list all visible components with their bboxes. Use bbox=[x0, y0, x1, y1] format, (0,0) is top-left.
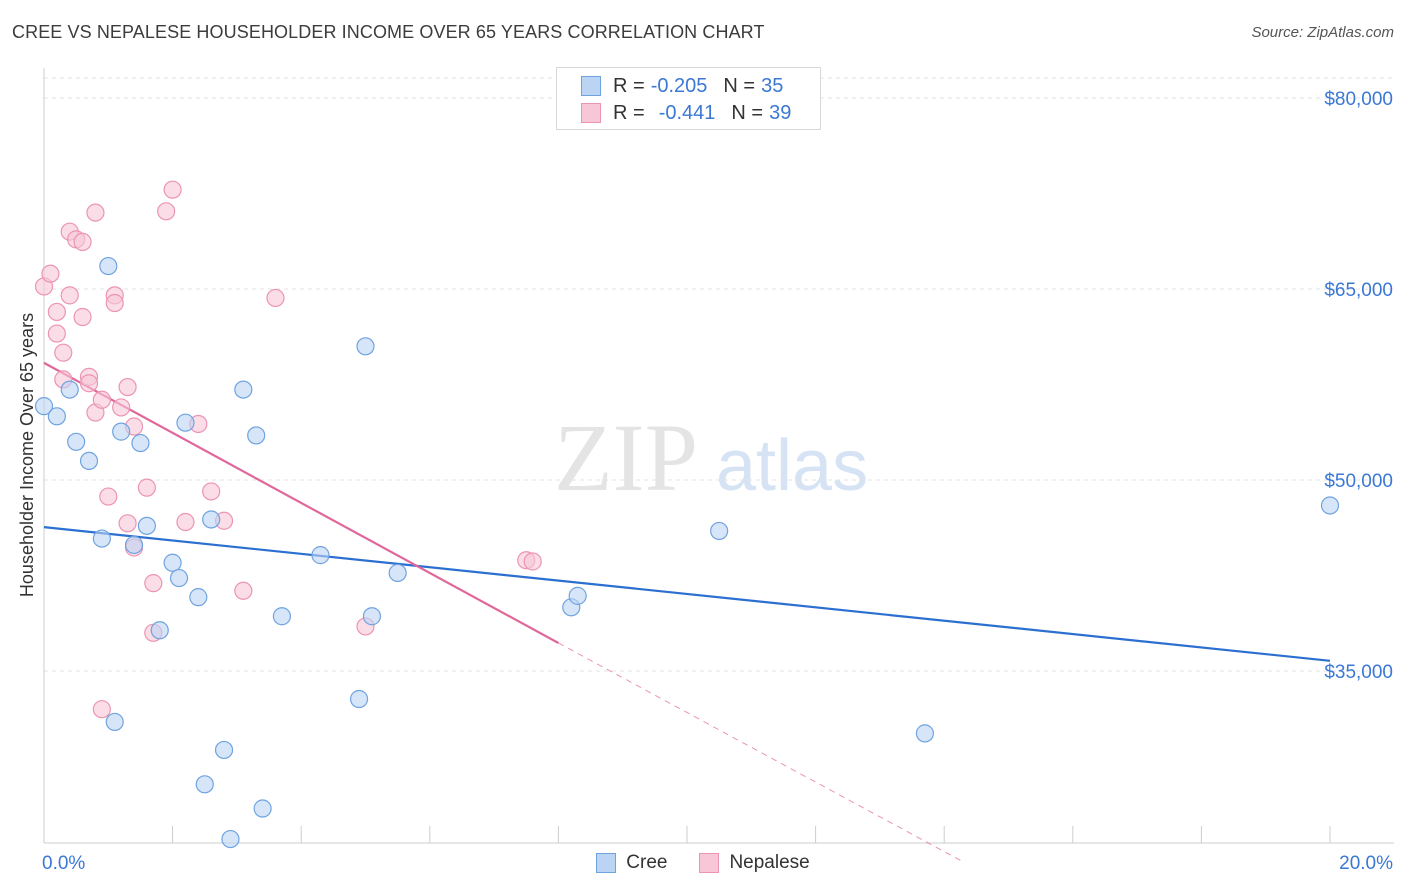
series-label-nepalese: Nepalese bbox=[729, 852, 810, 873]
point-nepalese bbox=[105, 293, 124, 313]
point-nepalese bbox=[73, 307, 92, 327]
point-cree bbox=[79, 451, 99, 470]
point-nepalese bbox=[176, 512, 195, 532]
series-swatch-cree bbox=[596, 853, 617, 873]
series-legend: Cree Nepalese bbox=[0, 852, 1406, 874]
point-cree bbox=[388, 563, 407, 583]
point-cree bbox=[349, 689, 369, 709]
point-nepalese bbox=[523, 552, 542, 571]
legend-n-value: 35 bbox=[761, 74, 784, 97]
legend-n-label: N = bbox=[731, 101, 764, 124]
series-legend-cree: Cree bbox=[596, 852, 667, 874]
point-nepalese bbox=[92, 390, 111, 409]
point-nepalese bbox=[47, 324, 66, 343]
point-cree bbox=[137, 516, 156, 535]
source-label: Source: ZipAtlas.com bbox=[1251, 24, 1394, 41]
point-cree bbox=[1320, 496, 1340, 515]
point-nepalese bbox=[234, 581, 253, 600]
point-cree bbox=[234, 380, 253, 399]
series-label-cree: Cree bbox=[626, 852, 668, 873]
point-cree bbox=[272, 607, 292, 626]
point-nepalese bbox=[144, 574, 163, 593]
y-axis-label: Householder Income Over 65 years bbox=[17, 313, 37, 597]
chart-title: CREE VS NEPALESE HOUSEHOLDER INCOME OVER… bbox=[12, 22, 765, 42]
point-nepalese bbox=[157, 202, 176, 221]
point-cree bbox=[105, 712, 124, 732]
point-cree bbox=[60, 380, 79, 399]
x-tick-labels: 0.0% 20.0% bbox=[42, 853, 1393, 874]
y-tick-label: $80,000 bbox=[1324, 89, 1393, 110]
point-nepalese bbox=[79, 374, 99, 393]
y-tick-label: $35,000 bbox=[1324, 662, 1393, 683]
point-nepalese bbox=[86, 203, 105, 222]
point-nepalese bbox=[163, 180, 182, 199]
correlation-legend: R = -0.205 N = 35 R = -0.441 N = 39 bbox=[556, 67, 821, 130]
y-tick-labels: $35,000 $50,000 $65,000 $80,000 bbox=[1324, 89, 1393, 683]
point-cree bbox=[92, 529, 111, 548]
trend-line-cree bbox=[43, 526, 1331, 662]
axes bbox=[43, 68, 1394, 844]
legend-swatch-cree bbox=[581, 76, 601, 96]
point-cree bbox=[247, 426, 266, 445]
series-swatch-nepalese bbox=[699, 853, 720, 873]
point-cree bbox=[47, 407, 66, 426]
point-cree bbox=[176, 413, 195, 432]
watermark-zip: ZIP bbox=[554, 404, 698, 511]
point-cree bbox=[150, 621, 169, 640]
point-nepalese bbox=[112, 398, 131, 417]
point-cree bbox=[568, 586, 587, 605]
point-cree bbox=[356, 337, 375, 356]
point-nepalese bbox=[266, 288, 285, 308]
legend-r-label: R = bbox=[613, 74, 645, 97]
point-cree bbox=[124, 535, 144, 555]
point-nepalese bbox=[202, 482, 221, 501]
point-cree bbox=[163, 553, 182, 572]
legend-n-label: N = bbox=[723, 74, 756, 97]
point-cree bbox=[710, 521, 729, 541]
trend-line-nepalese-extension bbox=[558, 642, 964, 863]
point-cree bbox=[131, 433, 150, 453]
legend-row-nepalese: R = -0.441 N = 39 bbox=[581, 101, 791, 125]
point-nepalese bbox=[47, 302, 66, 322]
point-cree bbox=[915, 724, 935, 743]
legend-swatch-nepalese bbox=[581, 103, 601, 123]
point-nepalese bbox=[118, 377, 137, 397]
point-cree bbox=[362, 607, 382, 626]
point-cree bbox=[214, 740, 234, 760]
point-cree bbox=[112, 422, 131, 441]
y-tick-label: $65,000 bbox=[1324, 280, 1393, 301]
y-tick-label: $50,000 bbox=[1324, 471, 1393, 492]
point-nepalese bbox=[118, 514, 137, 533]
point-nepalese bbox=[92, 700, 111, 719]
data-points bbox=[34, 180, 1340, 849]
point-cree bbox=[202, 510, 221, 529]
point-cree bbox=[253, 799, 272, 818]
point-cree bbox=[67, 432, 86, 451]
legend-r-label: R = bbox=[613, 101, 645, 124]
point-cree bbox=[34, 397, 54, 416]
series-legend-nepalese: Nepalese bbox=[699, 852, 810, 874]
legend-row-cree: R = -0.205 N = 35 bbox=[581, 74, 783, 98]
point-cree bbox=[221, 829, 240, 849]
point-nepalese bbox=[99, 487, 118, 506]
legend-r-value: -0.441 bbox=[658, 101, 716, 124]
point-nepalese bbox=[60, 286, 79, 305]
x-tick-label: 0.0% bbox=[42, 853, 85, 874]
point-nepalese bbox=[73, 232, 92, 251]
point-cree bbox=[189, 588, 208, 607]
point-cree bbox=[195, 775, 214, 794]
legend-r-value: -0.205 bbox=[650, 74, 708, 97]
gridlines bbox=[44, 77, 1394, 672]
point-nepalese bbox=[41, 264, 60, 283]
point-cree bbox=[99, 256, 118, 276]
watermark: ZIP atlas bbox=[554, 404, 868, 511]
x-tick-label: 20.0% bbox=[1339, 853, 1393, 874]
point-cree bbox=[169, 568, 189, 588]
watermark-atlas: atlas bbox=[716, 426, 868, 506]
point-cree bbox=[311, 546, 330, 565]
point-nepalese bbox=[54, 343, 73, 362]
legend-n-value: 39 bbox=[769, 101, 792, 124]
point-nepalese bbox=[137, 478, 156, 497]
